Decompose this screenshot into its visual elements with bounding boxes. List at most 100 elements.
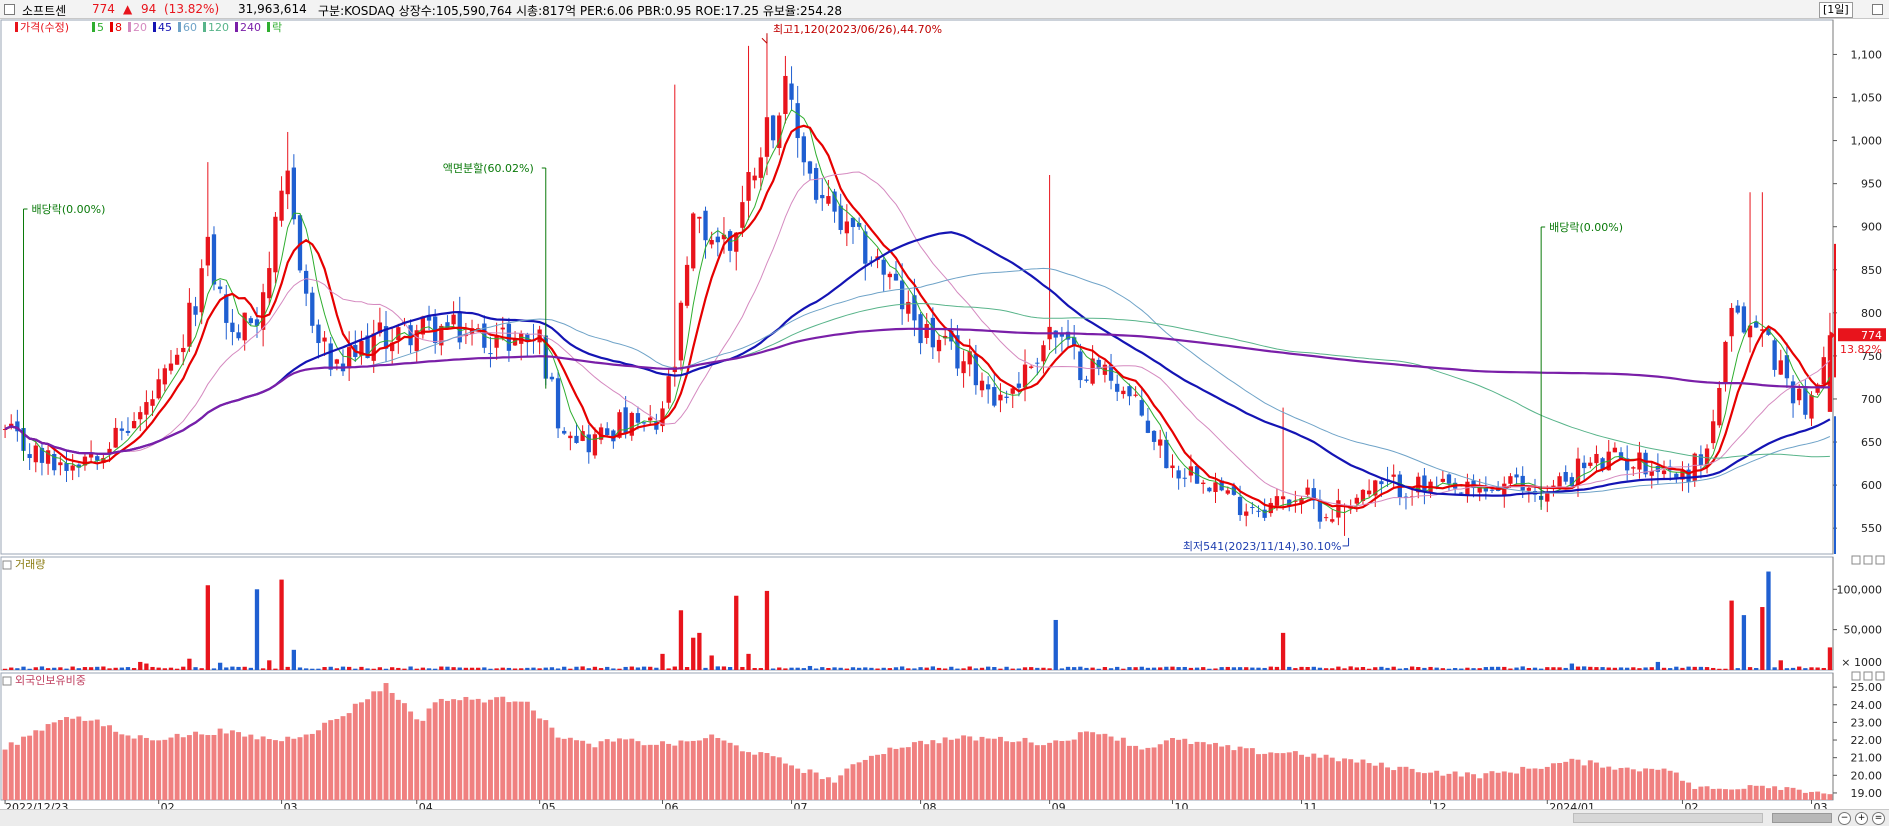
- foreign-bar: [1692, 788, 1698, 800]
- legend-label-5: 5: [97, 21, 104, 34]
- candle-body: [1821, 357, 1826, 385]
- panel-close-icon[interactable]: [1875, 671, 1885, 681]
- panel-close-icon[interactable]: [1875, 555, 1885, 565]
- candle-body: [1520, 475, 1525, 491]
- candle-body: [1514, 474, 1519, 478]
- candle-body: [629, 412, 634, 436]
- foreign-bar: [457, 700, 463, 800]
- volume-bar: [1409, 666, 1415, 670]
- panel-minimize-icon[interactable]: [1851, 555, 1861, 565]
- price-tick-label: 900: [1861, 221, 1882, 234]
- zoom-out-icon[interactable]: −: [1838, 812, 1851, 825]
- volume-bar: [1262, 667, 1267, 670]
- volume-bar: [1016, 668, 1022, 670]
- price-tick-label: 1,100: [1851, 48, 1883, 61]
- candle-body: [1459, 492, 1464, 494]
- panel-maximize-icon[interactable]: [1863, 555, 1873, 565]
- foreign-bar: [1680, 780, 1685, 800]
- candle-body: [906, 301, 911, 314]
- foreign-bar: [346, 713, 352, 800]
- period-button[interactable]: [1일]: [1819, 2, 1853, 18]
- window-close-box[interactable]: [1872, 4, 1883, 15]
- volume-bar: [1170, 666, 1175, 670]
- volume-bar: [1158, 667, 1163, 670]
- foreign-bar: [150, 740, 155, 800]
- candle-body: [131, 421, 137, 429]
- volume-bar: [1520, 666, 1525, 670]
- foreign-bar: [64, 717, 69, 800]
- panel-checkbox[interactable]: [2, 560, 12, 570]
- candle-body: [224, 294, 229, 323]
- foreign-bar: [1618, 767, 1624, 800]
- candle-body: [838, 205, 843, 230]
- foreign-bar: [1471, 774, 1477, 800]
- candle-body: [1741, 306, 1747, 333]
- candle-body: [1274, 496, 1280, 506]
- volume-bar: [1256, 667, 1261, 670]
- volume-bar: [734, 595, 739, 670]
- foreign-bar: [1305, 756, 1311, 800]
- foreign-bar: [1348, 759, 1354, 800]
- candle-body: [328, 343, 333, 370]
- date-tick-label: 09: [1052, 801, 1066, 809]
- candle-body: [1569, 477, 1575, 487]
- foreign-bar: [39, 730, 45, 800]
- foreign-bar: [832, 782, 838, 800]
- foreign-bar: [672, 745, 678, 800]
- candle-body: [1760, 329, 1765, 331]
- foreign-bar: [617, 738, 622, 800]
- candle-body: [826, 196, 831, 204]
- foreign-bar: [1557, 762, 1563, 800]
- foreign-bar: [641, 745, 647, 800]
- select-checkbox[interactable]: [4, 4, 15, 15]
- candle-body: [199, 268, 204, 313]
- volume-bar: [451, 667, 456, 670]
- candle-body: [433, 316, 438, 343]
- volume-bar: [967, 666, 972, 670]
- foreign-bar: [1550, 763, 1556, 800]
- zoom-in-icon[interactable]: +: [1855, 812, 1868, 825]
- volume-bar: [1041, 667, 1046, 670]
- foreign-bar: [137, 735, 143, 800]
- foreign-bar: [254, 739, 260, 800]
- volume-bar: [199, 668, 204, 670]
- candle-body: [537, 329, 542, 343]
- scrollbar-thumb[interactable]: [1772, 813, 1832, 823]
- candle-body: [979, 380, 985, 391]
- volume-bar: [899, 666, 905, 670]
- volume-bar: [113, 667, 118, 670]
- candle-body: [770, 115, 776, 141]
- foreign-bar: [746, 752, 751, 800]
- volume-bar: [119, 667, 124, 670]
- volume-bar: [224, 667, 229, 670]
- candle-body: [52, 453, 57, 471]
- candle-body: [1692, 453, 1697, 482]
- volume-bar: [236, 666, 241, 670]
- volume-bar: [365, 668, 370, 670]
- panel-maximize-icon[interactable]: [1863, 671, 1873, 681]
- legend-swatch: [178, 22, 181, 32]
- candle-body: [107, 448, 112, 455]
- foreign-bar: [1065, 740, 1071, 800]
- foreign-bar: [961, 735, 967, 800]
- foreign-bar: [1790, 787, 1796, 800]
- foreign-bar: [1071, 739, 1077, 800]
- volume-bar: [629, 666, 634, 670]
- candle-body: [1102, 364, 1108, 375]
- foreign-bar: [1170, 737, 1175, 800]
- candle-body: [1649, 471, 1654, 476]
- candle-body: [95, 456, 100, 461]
- foreign-bar: [721, 740, 727, 800]
- panel-checkbox[interactable]: [2, 676, 12, 686]
- foreign-bar: [1600, 767, 1606, 800]
- candle-body: [555, 378, 561, 429]
- horizontal-scrollbar[interactable]: [1573, 813, 1763, 823]
- volume-bar: [1102, 667, 1108, 670]
- candle-body: [758, 157, 763, 178]
- zoom-reset-icon[interactable]: =: [1872, 812, 1885, 825]
- volume-bar: [758, 668, 763, 670]
- volume-bar: [1569, 663, 1575, 670]
- volume-bar: [1231, 667, 1237, 670]
- candle-body: [1090, 358, 1095, 384]
- panel-minimize-icon[interactable]: [1851, 671, 1861, 681]
